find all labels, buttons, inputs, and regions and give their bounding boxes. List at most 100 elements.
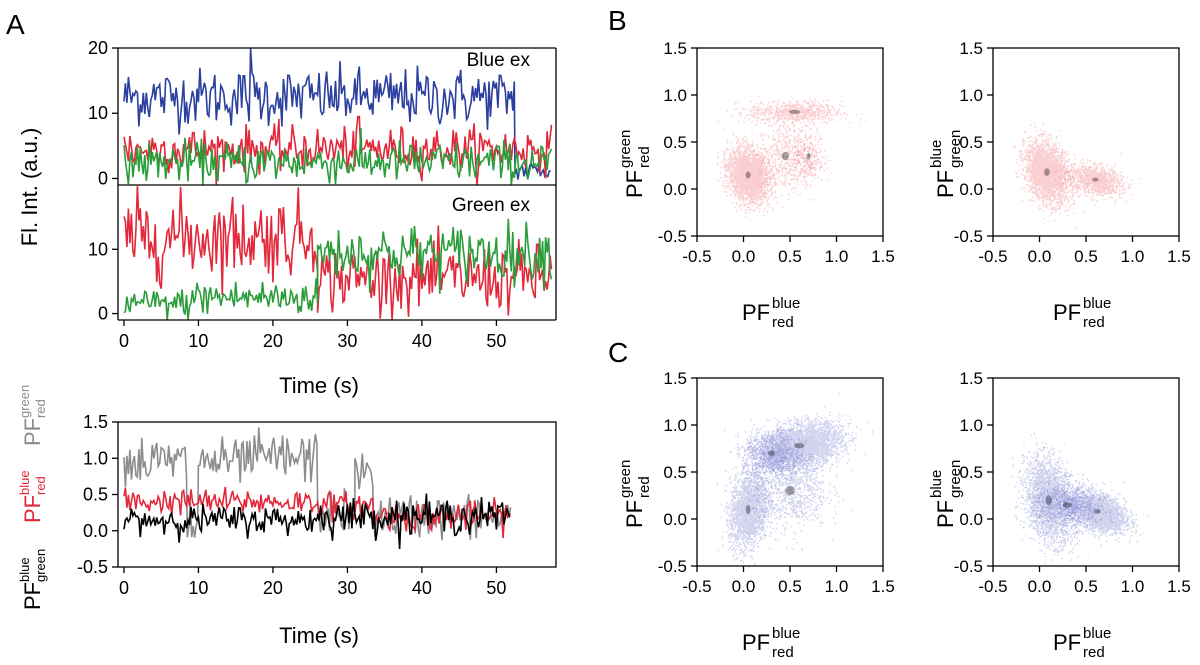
- density-core: [1062, 502, 1073, 508]
- y-tick-label: 0.5: [663, 463, 687, 482]
- y-tick-label: 0.0: [663, 510, 687, 529]
- pf-label-sup: green: [17, 385, 32, 418]
- scatter-ylabel: PF blue green: [928, 130, 964, 198]
- density-core: [781, 151, 789, 161]
- pf-label-base: PF: [20, 582, 45, 610]
- scatter-cluster: [735, 393, 874, 484]
- x-tick-label: 1.0: [1121, 577, 1145, 596]
- scatter-cluster: [1011, 432, 1102, 565]
- plot-frame: [992, 47, 1180, 237]
- y-tick-label: 1.0: [663, 416, 687, 435]
- pf-label-base: PF: [933, 170, 958, 198]
- density-core: [788, 109, 801, 114]
- pf-label-sub: red: [33, 399, 48, 418]
- pf-label-sup: blue: [17, 557, 32, 582]
- pf-label-sup: blue: [1083, 295, 1111, 312]
- y-tick-label: 10: [88, 103, 108, 123]
- scatter-points-path: [717, 97, 867, 128]
- scatter-b-left: -0.5-0.5 0.0 0.0 0.5 0.5 1.0 1.0 1.5 1.5 PF blue…: [617, 39, 895, 331]
- x-tick-label: 20: [263, 331, 283, 351]
- pf-label-base: PF: [20, 418, 45, 446]
- pf-label-sup: blue: [772, 625, 800, 642]
- x-tick-label: 1.5: [1167, 577, 1191, 596]
- pf-ylabel-blue-green: PF blue green: [17, 549, 48, 610]
- trace-red: [123, 186, 553, 321]
- x-tick-label: 0.5: [1074, 247, 1098, 266]
- pf-label-sup: blue: [17, 470, 32, 495]
- scatter-cluster: [724, 422, 816, 489]
- green-ex-xlabel: Time (s): [279, 373, 359, 398]
- pf-label-sub: red: [772, 314, 794, 331]
- density-core: [745, 504, 751, 515]
- x-tick-label: 0.0: [1028, 247, 1052, 266]
- scatter-cluster: [717, 97, 867, 128]
- x-tick-label: 20: [263, 578, 283, 598]
- x-tick-label: 0.0: [1028, 577, 1052, 596]
- scatter-points-path: [792, 122, 830, 201]
- pf-label-base: PF: [742, 300, 770, 325]
- density-core: [1045, 495, 1052, 506]
- scatter-points-path: [735, 393, 874, 484]
- panel-label-a: A: [6, 9, 25, 40]
- pf-label-sup: green: [617, 460, 634, 498]
- scatter-points-path: [724, 422, 816, 489]
- density-core: [1044, 168, 1050, 176]
- panel-label-b: B: [608, 5, 627, 36]
- scatter-xlabel: PF blue red: [1053, 625, 1111, 661]
- scatter-c-left: -0.5-0.5 0.0 0.0 0.5 0.5 1.0 1.0 1.5 1.5 PF blue…: [617, 369, 895, 661]
- pf-label-base: PF: [742, 630, 770, 655]
- pf-trace-axes: -0.5 0.0 0.5 1.0 1.5 0 10 20 30 40 50: [77, 412, 557, 598]
- y-tick-label: 0.0: [663, 180, 687, 199]
- scatter-c-right: -0.5-0.5 0.0 0.0 0.5 0.5 1.0 1.0 1.5 1.5 PF blue…: [928, 369, 1191, 661]
- density-core: [1093, 509, 1101, 514]
- x-tick-label: 0.0: [732, 577, 756, 596]
- x-tick-label: 30: [337, 578, 357, 598]
- pf-label-sup: blue: [928, 140, 945, 168]
- x-tick-label: 1.0: [825, 247, 849, 266]
- scatter-points: [1013, 122, 1140, 229]
- pf-label-sub: red: [772, 644, 794, 661]
- density-core: [767, 450, 775, 457]
- y-tick-label: -0.5: [954, 227, 983, 246]
- scatter-cluster: [738, 95, 833, 209]
- x-tick-label: 40: [412, 578, 432, 598]
- x-tick-label: 0.5: [1074, 577, 1098, 596]
- green-ex-traces: [123, 186, 553, 321]
- pf-label-sup: blue: [772, 295, 800, 312]
- scatter-ylabel: PF green red: [617, 130, 653, 198]
- y-tick-label: 10: [88, 239, 108, 259]
- pf-label-sup: green: [617, 130, 634, 168]
- y-tick-label: 1.5: [959, 369, 983, 388]
- x-tick-label: -0.5: [978, 577, 1007, 596]
- x-tick-label: 1.5: [871, 577, 895, 596]
- pf-label-sub: red: [33, 476, 48, 495]
- pf-label-sub: green: [947, 130, 964, 168]
- trace-green: [123, 218, 553, 321]
- x-tick-label: -0.5: [978, 247, 1007, 266]
- x-tick-label: 1.5: [871, 247, 895, 266]
- scatter-points: [716, 393, 874, 568]
- y-tick-label: 1.5: [959, 39, 983, 58]
- blue-ex-axes: 0 10 20: [88, 38, 557, 188]
- x-tick-label: 0.0: [732, 247, 756, 266]
- scatter-cluster: [716, 442, 781, 568]
- trace-red: [123, 115, 553, 186]
- pf-label-base: PF: [20, 495, 45, 523]
- y-tick-label: -0.5: [658, 227, 687, 246]
- pf-trace-chart: -0.5 0.0 0.5 1.0 1.5 0 10 20 30 40 50 Time (s): [77, 412, 557, 648]
- pf-label-sub: red: [636, 476, 653, 498]
- pf-label-base: PF: [1053, 630, 1081, 655]
- scatter-ylabel: PF green red: [617, 460, 653, 528]
- x-tick-label: 0: [119, 578, 129, 598]
- y-tick-label: 1.0: [83, 448, 108, 468]
- scatter-axes: -0.5-0.5 0.0 0.0 0.5 0.5 1.0 1.0 1.5 1.5: [658, 39, 895, 266]
- y-tick-label: 0: [98, 168, 108, 188]
- pf-trace-xlabel: Time (s): [279, 623, 359, 648]
- x-tick-label: 0: [119, 331, 129, 351]
- x-tick-label: 30: [337, 331, 357, 351]
- scatter-cluster: [1013, 122, 1097, 229]
- y-tick-label: 0.5: [959, 463, 983, 482]
- pf-label-base: PF: [622, 170, 647, 198]
- y-tick-label: 1.5: [663, 39, 687, 58]
